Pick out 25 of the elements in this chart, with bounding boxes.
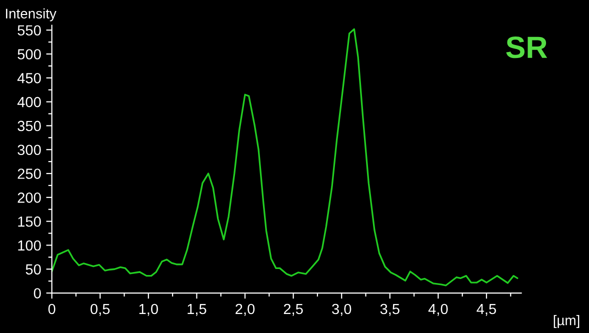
x-axis-title: [µm] (554, 315, 580, 328)
x-tick-label: 3,0 (332, 304, 352, 316)
y-tick-label: 200 (18, 192, 41, 203)
y-tick-label: 150 (18, 216, 41, 227)
y-tick-label: 50 (26, 264, 41, 275)
y-tick-label: 250 (18, 168, 41, 179)
y-tick-label: 550 (18, 25, 41, 36)
x-tick-label: 1,0 (139, 304, 158, 316)
x-tick-label: 2,5 (284, 304, 303, 316)
x-tick-label: 0,5 (90, 304, 110, 316)
y-tick-label: 300 (18, 144, 41, 156)
x-tick-label: 2,0 (236, 304, 255, 316)
y-tick-label: 350 (18, 120, 41, 132)
y-axis-title: Intensity (6, 8, 56, 22)
x-tick-label: 4,0 (428, 304, 448, 316)
x-tick-label: 1,5 (188, 304, 206, 316)
y-tick-label: 450 (17, 73, 41, 84)
y-tick-label: 500 (18, 49, 41, 60)
y-tick-label: 0 (34, 288, 41, 298)
annotation: SR (506, 36, 548, 58)
x-tick-label: 3,5 (380, 304, 400, 316)
x-tick-label: 0 (48, 304, 56, 314)
x-tick-label: 4,5 (476, 304, 496, 316)
y-tick-label: 400 (17, 96, 41, 108)
y-tick-label: 100 (18, 240, 41, 251)
